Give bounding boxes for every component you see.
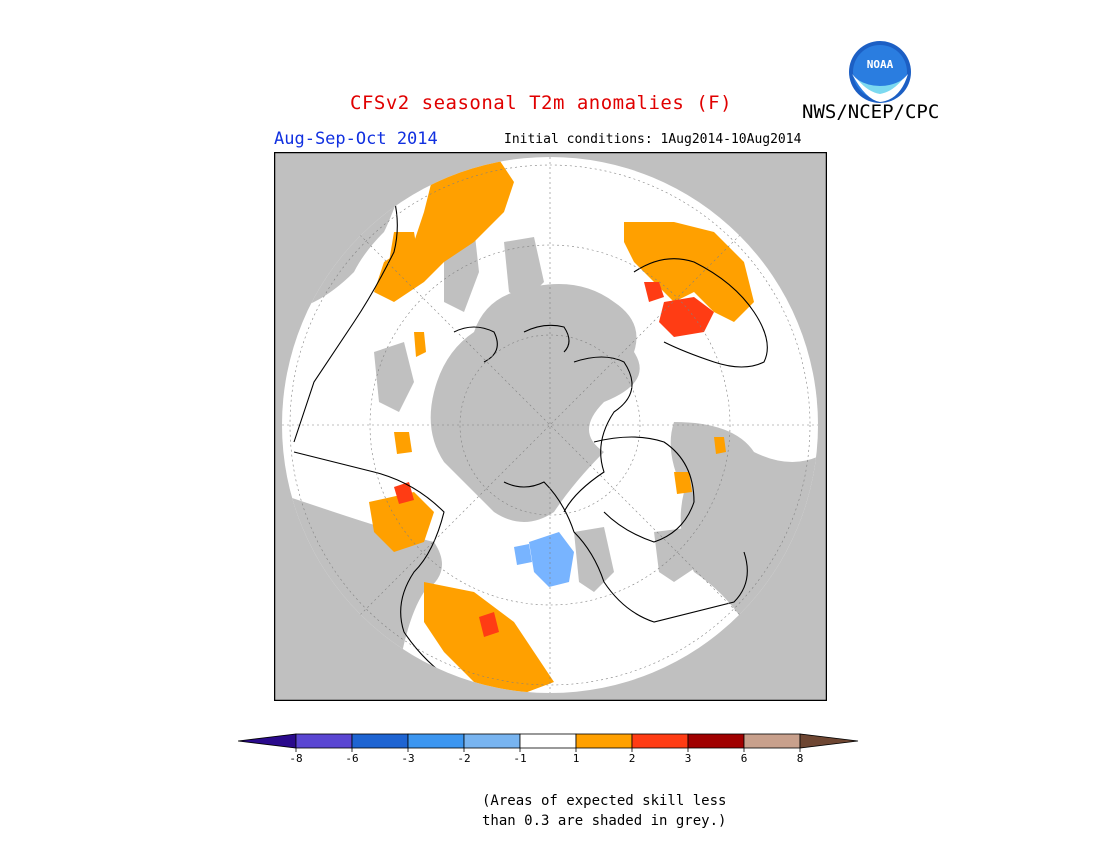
legend-tick-label: 2: [629, 752, 636, 765]
anomaly-minus-1-to-minus-2F: [514, 532, 574, 587]
color-legend: -8 -6 -3 -2 -1 1 2 3 6 8: [238, 733, 859, 765]
legend-tick-label: -8: [289, 752, 302, 765]
legend-bin: [575, 733, 633, 749]
legend-bin: [631, 733, 689, 749]
anomaly-1-to-2F: [369, 157, 754, 693]
legend-bin: [799, 733, 859, 749]
legend-tick-label: -6: [345, 752, 358, 765]
graticule: [282, 157, 818, 693]
skill-note-line2: than 0.3 are shaded in grey.): [482, 813, 727, 829]
legend-tick-label: -3: [401, 752, 414, 765]
legend-bin: [295, 733, 353, 749]
legend-tick-label: 8: [797, 752, 804, 765]
legend-tick-label: -2: [457, 752, 470, 765]
skill-note-line1: (Areas of expected skill less: [482, 793, 727, 809]
chart-title: CFSv2 seasonal T2m anomalies (F): [350, 92, 733, 114]
legend-tick-label: 1: [573, 752, 580, 765]
legend-tick-label: 6: [741, 752, 748, 765]
legend-bin: [463, 733, 521, 749]
season-label: Aug-Sep-Oct 2014: [274, 129, 438, 149]
legend-tick-label: 3: [685, 752, 692, 765]
agency-label: NWS/NCEP/CPC: [802, 101, 940, 123]
legend-bin: [687, 733, 745, 749]
legend-tick-label: -1: [513, 752, 526, 765]
legend-bin: [238, 733, 297, 749]
map-frame: [274, 152, 827, 701]
legend-bin: [407, 733, 465, 749]
initial-conditions-label: Initial conditions: 1Aug2014-10Aug2014: [504, 132, 802, 147]
anomaly-2-to-3F: [394, 282, 714, 637]
legend-bin: [519, 733, 577, 749]
legend-bin: [351, 733, 409, 749]
legend-bin: [743, 733, 801, 749]
noaa-logo: NOAA: [849, 41, 911, 103]
polar-map: [274, 152, 827, 701]
noaa-logo-text: NOAA: [867, 58, 894, 71]
